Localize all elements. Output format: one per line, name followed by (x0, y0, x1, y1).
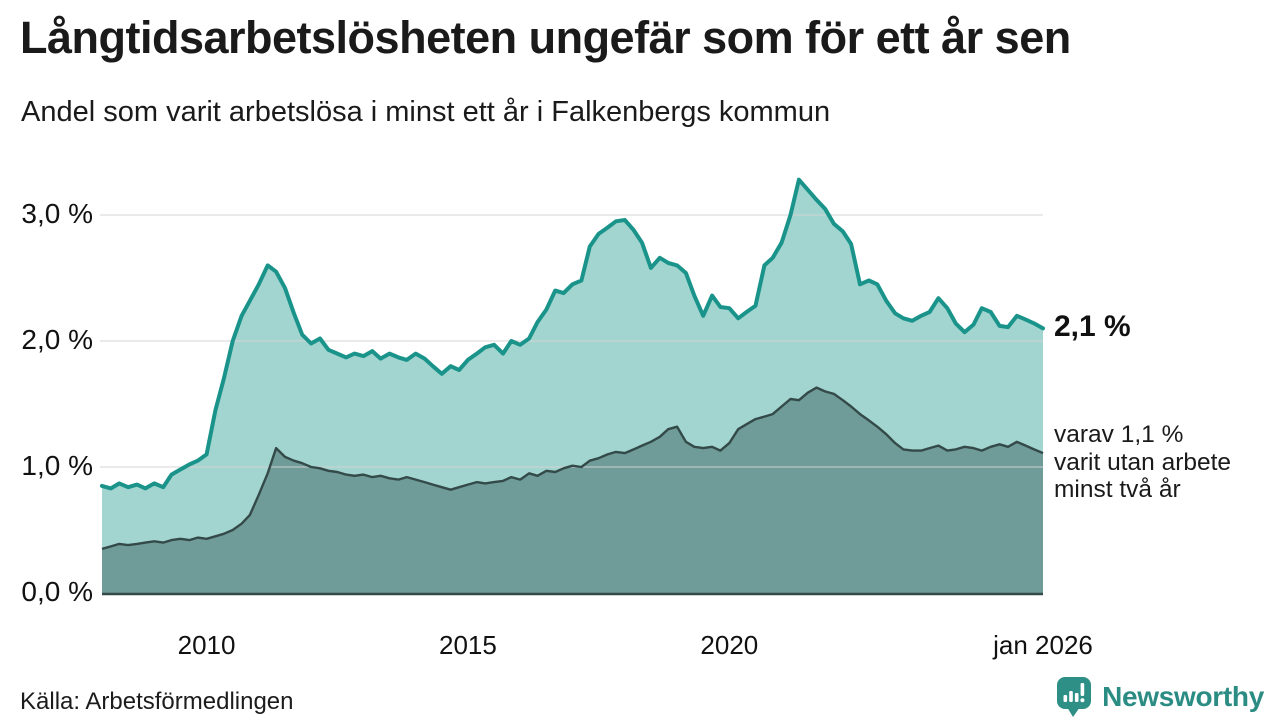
newsworthy-logo: Newsworthy (1056, 676, 1264, 718)
y-axis-label: 3,0 % (21, 198, 93, 229)
newsworthy-icon (1057, 677, 1092, 717)
two-year-annotation-line1: varav 1,1 % (1054, 421, 1184, 448)
y-axis-label: 1,0 % (21, 450, 93, 481)
page-subtitle: Andel som varit arbetslösa i minst ett å… (21, 96, 831, 128)
x-axis-label: 2020 (700, 630, 759, 660)
y-axis-label: 0,0 % (21, 576, 93, 607)
x-axis-label: 2010 (177, 630, 236, 660)
newsworthy-wordmark: Newsworthy (1102, 681, 1264, 712)
y-axis-label: 2,0 % (21, 324, 93, 355)
source-note: Källa: Arbetsförmedlingen (20, 688, 294, 715)
two-year-annotation: varav 1,1 % varit utan arbete minst två … (1054, 421, 1231, 504)
two-year-annotation-line2: varit utan arbete (1054, 448, 1232, 476)
two-year-annotation-line3: minst två år (1054, 476, 1181, 503)
latest-value-label: 2,1 % (1054, 310, 1131, 343)
x-axis-label: 2015 (439, 630, 497, 660)
x-axis-label: jan 2026 (993, 630, 1093, 660)
page-title: Långtidsarbetslösheten ungefär som för e… (20, 12, 1071, 63)
